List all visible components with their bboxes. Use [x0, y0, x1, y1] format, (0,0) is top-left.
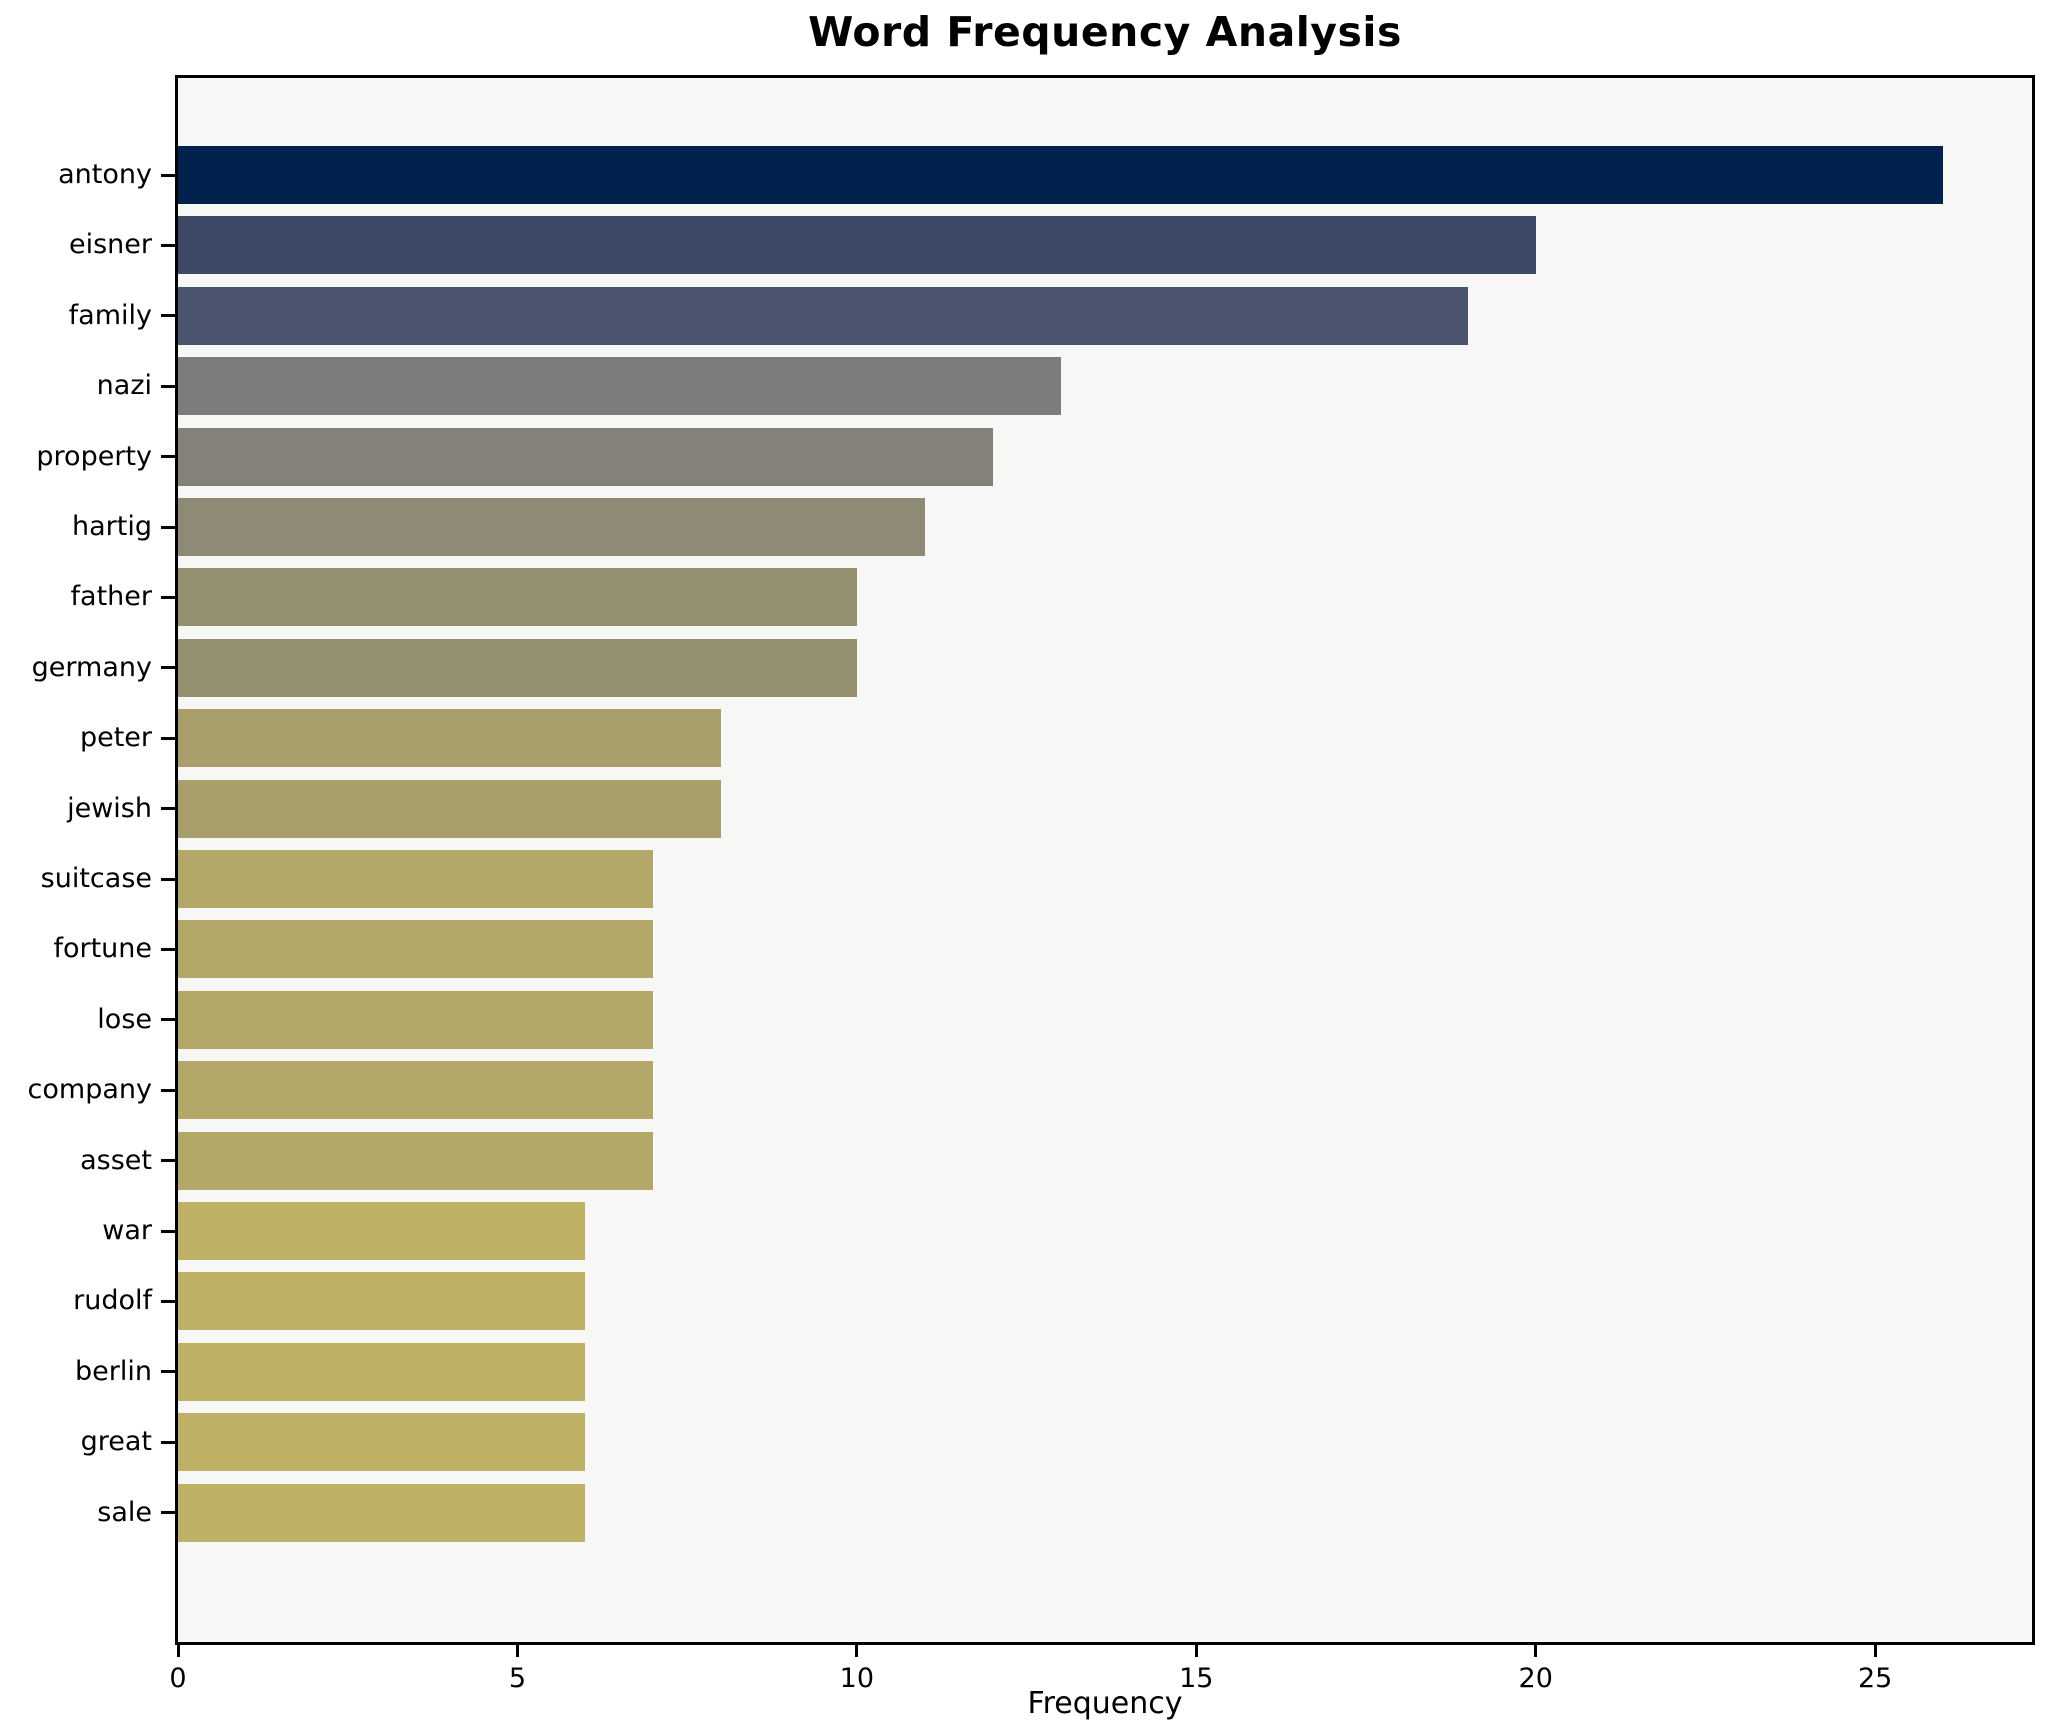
y-tick-label-hartig: hartig	[72, 511, 152, 542]
y-tick-label-berlin: berlin	[75, 1355, 152, 1387]
y-tick-label-nazi: nazi	[96, 370, 152, 402]
bar-germany	[178, 638, 857, 697]
plot-area	[175, 75, 2035, 1645]
bar-peter	[178, 709, 722, 768]
x-tick-mark	[855, 1645, 859, 1657]
x-tick-label-25: 25	[1857, 1663, 1893, 1694]
y-tick-label-lose: lose	[97, 1003, 152, 1035]
y-tick-mark	[161, 243, 175, 247]
bar-war	[178, 1202, 586, 1260]
y-tick-mark	[161, 384, 175, 388]
bar-company	[178, 1061, 654, 1120]
x-tick-label-0: 0	[169, 1663, 187, 1694]
y-tick-mark	[161, 947, 175, 951]
bar-asset	[178, 1131, 654, 1190]
bar-hartig	[178, 498, 925, 556]
y-tick-mark	[161, 877, 175, 881]
bar-antony	[178, 146, 1944, 204]
y-tick-mark	[161, 314, 175, 318]
bar-eisner	[178, 216, 1536, 275]
x-tick-mark	[1873, 1645, 1877, 1657]
bar-berlin	[178, 1342, 586, 1401]
y-tick-mark	[161, 666, 175, 670]
y-tick-mark	[161, 525, 175, 529]
y-tick-label-war: war	[102, 1215, 152, 1246]
y-tick-mark	[161, 455, 175, 459]
y-tick-mark	[161, 1299, 175, 1303]
x-tick-label-5: 5	[508, 1663, 527, 1694]
y-tick-label-company: company	[27, 1074, 152, 1106]
y-tick-label-asset: asset	[80, 1144, 152, 1176]
bar-rudolf	[178, 1272, 586, 1331]
x-tick-mark	[515, 1645, 519, 1657]
bar-lose	[178, 990, 654, 1049]
y-tick-mark	[161, 1229, 175, 1233]
y-tick-mark	[161, 1370, 175, 1374]
y-tick-mark	[161, 1159, 175, 1163]
x-tick-mark	[1534, 1645, 1538, 1657]
y-tick-label-rudolf: rudolf	[73, 1285, 152, 1317]
x-tick-mark	[1194, 1645, 1198, 1657]
y-tick-mark	[161, 1088, 175, 1092]
bar-great	[178, 1413, 586, 1472]
y-tick-label-germany: germany	[31, 651, 152, 683]
bar-jewish	[178, 779, 722, 838]
y-tick-mark	[161, 1511, 175, 1515]
bar-family	[178, 286, 1468, 345]
x-axis-label: Frequency	[1027, 1686, 1183, 1721]
y-tick-mark	[161, 173, 175, 177]
y-tick-label-peter: peter	[79, 722, 152, 754]
x-tick-label-10: 10	[839, 1663, 875, 1694]
bar-nazi	[178, 357, 1061, 416]
bar-sale	[178, 1483, 586, 1542]
y-tick-label-property: property	[36, 440, 152, 472]
bar-father	[178, 568, 857, 627]
y-tick-label-jewish: jewish	[67, 792, 152, 824]
bar-property	[178, 427, 993, 486]
y-tick-mark	[161, 1018, 175, 1022]
y-tick-label-family: family	[68, 299, 152, 331]
x-tick-label-20: 20	[1518, 1663, 1553, 1694]
bar-fortune	[178, 920, 654, 979]
y-tick-label-eisner: eisner	[68, 229, 152, 261]
y-tick-label-antony: antony	[58, 159, 152, 190]
y-tick-label-father: father	[70, 581, 152, 613]
y-tick-mark	[161, 595, 175, 599]
y-tick-mark	[161, 736, 175, 740]
y-tick-mark	[161, 1440, 175, 1444]
y-tick-mark	[161, 807, 175, 811]
chart-title: Word Frequency Analysis	[808, 8, 1402, 56]
x-tick-mark	[176, 1645, 180, 1657]
y-tick-label-sale: sale	[97, 1496, 152, 1528]
y-tick-label-great: great	[80, 1426, 152, 1458]
bar-suitcase	[178, 850, 654, 908]
y-tick-label-fortune: fortune	[53, 933, 152, 965]
y-tick-label-suitcase: suitcase	[40, 863, 152, 894]
x-tick-label-15: 15	[1179, 1663, 1214, 1694]
